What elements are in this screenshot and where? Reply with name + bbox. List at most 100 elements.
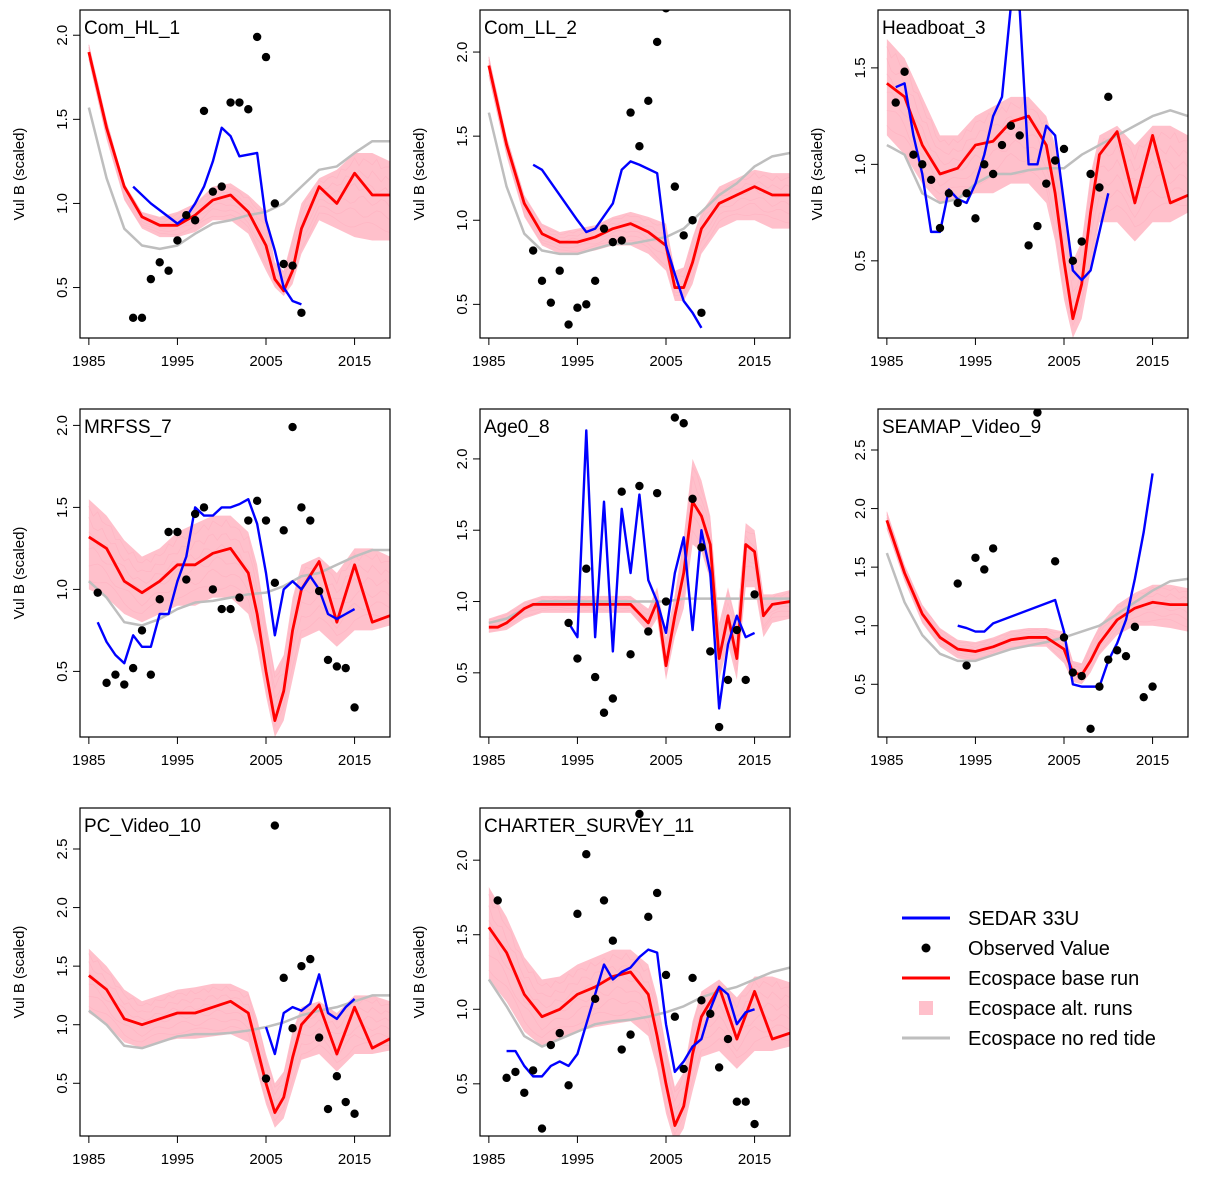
alt-run-line: [488, 71, 790, 294]
observed-point: [128, 313, 138, 323]
plot-area: [487, 10, 790, 329]
observed-point: [244, 516, 253, 525]
x-axis: 1985 1995 2005 2015: [472, 737, 771, 769]
base-run-line: [87, 974, 390, 1114]
panel-title: Headboat_3: [882, 18, 986, 39]
base-run-line: [87, 51, 390, 293]
observed-point: [235, 593, 244, 602]
plot-frame: [79, 9, 391, 339]
observed-point: [661, 597, 671, 606]
observed-point: [564, 618, 573, 628]
alt-run-line: [488, 529, 790, 676]
alt-run-line: [88, 579, 390, 728]
panel-title: Age0_8: [484, 417, 550, 438]
legend-item-4: Ecospace alt. runs: [919, 998, 1133, 1020]
alt-run-line: [488, 894, 790, 1093]
y-tick-label: 0.5: [852, 674, 869, 695]
alt-run-line: [488, 955, 790, 1128]
observed-point: [502, 1073, 511, 1083]
alt-run-line: [88, 506, 390, 679]
y-axis-label: Vul B (scaled): [11, 527, 28, 620]
no-red-tide-line: [487, 966, 790, 1048]
observed-point: [350, 703, 359, 712]
observed-point: [900, 67, 909, 76]
y-axis: 0.5 1.0 1.5 2.0: [454, 448, 480, 683]
observed-point: [332, 662, 342, 671]
observed-point: [111, 670, 120, 679]
panel-title: Com_HL_1: [84, 18, 180, 39]
chart-panel-1: 1985 1995 2005 2015 0.5 1.0 1.5 2.0 Vul B (scale…: [11, 9, 391, 370]
observed-point: [252, 32, 262, 42]
observed-point: [1112, 646, 1122, 655]
observed-point: [997, 140, 1007, 150]
observed-point: [164, 266, 173, 275]
x-tick-label: 2015: [738, 1151, 771, 1168]
observed-point: [146, 670, 156, 679]
observed-point: [980, 160, 989, 169]
chart-panel-7: 1985 1995 2005 2015 0.5 1.0 1.5 2.0 2.5 Vul B (sc…: [11, 807, 391, 1168]
x-tick-label: 2005: [1047, 353, 1080, 370]
observed-point: [573, 654, 582, 663]
observed-point: [564, 1081, 573, 1090]
observed-point: [146, 274, 156, 284]
observed-point: [590, 672, 600, 682]
observed-point: [1068, 668, 1078, 677]
alt-run-line: [88, 1006, 390, 1122]
y-tick-label: 0.5: [852, 250, 869, 271]
x-tick-label: 2005: [249, 752, 282, 769]
observed-point: [988, 169, 998, 179]
y-tick-label: 1.0: [54, 579, 71, 600]
chart-panel-6: 1985 1995 2005 2015 0.5 1.0 1.5 2.0 2.5 SEAMAP_Vi…: [852, 408, 1189, 769]
observed-point: [173, 527, 182, 537]
observed-point: [962, 189, 971, 198]
observed-point: [137, 313, 147, 323]
observed-point: [590, 994, 600, 1004]
x-tick-label: 1995: [161, 1151, 194, 1168]
observed-point: [199, 106, 209, 116]
x-tick-label: 2015: [338, 1151, 371, 1168]
observed-point: [661, 970, 671, 980]
observed-points: [128, 32, 306, 323]
observed-point: [688, 973, 697, 983]
panel-title: PC_Video_10: [84, 816, 201, 837]
observed-point: [652, 888, 662, 898]
x-axis: 1985 1995 2005 2015: [870, 338, 1169, 370]
y-tick-label: 1.0: [54, 193, 71, 214]
observed-point: [564, 320, 573, 329]
sedar-line: [567, 429, 756, 710]
legend-label: Ecospace no red tide: [968, 1028, 1156, 1050]
no-red-tide-line: [87, 107, 390, 251]
observed-point: [217, 182, 226, 191]
alt-run-line: [886, 524, 1188, 680]
observed-point: [341, 663, 350, 673]
observed-point: [599, 708, 609, 717]
legend-item-5: Ecospace no red tide: [902, 1028, 1156, 1050]
alt-run-line: [886, 46, 1188, 269]
panel-grid: 1985 1995 2005 2015 0.5 1.0 1.5 2.0 Vul B (scale…: [11, 9, 1189, 1168]
base-run-line: [487, 926, 790, 1127]
x-tick-label: 2005: [649, 752, 682, 769]
y-tick-label: 2.5: [54, 839, 71, 860]
no-red-tide-line: [885, 552, 1188, 663]
x-tick-label: 2015: [738, 752, 771, 769]
observed-point: [679, 419, 688, 428]
alt-runs-band: [88, 499, 390, 737]
observed-point: [617, 236, 626, 245]
x-tick-label: 1995: [959, 353, 992, 370]
y-tick-label: 1.5: [852, 57, 869, 78]
y-tick-label: 0.5: [54, 661, 71, 682]
observed-point: [723, 675, 733, 685]
observed-point: [1050, 557, 1060, 566]
y-tick-label: 1.0: [454, 591, 471, 612]
x-tick-label: 1985: [472, 752, 505, 769]
observed-point: [670, 1012, 680, 1021]
observed-point: [662, 10, 670, 13]
plot-frame: [79, 807, 391, 1137]
plot-area: [87, 821, 390, 1128]
x-tick-label: 1995: [959, 752, 992, 769]
y-tick-label: 0.5: [454, 662, 471, 683]
base-run-line: [488, 500, 790, 668]
observed-point: [288, 1024, 297, 1033]
observed-point: [190, 509, 200, 519]
